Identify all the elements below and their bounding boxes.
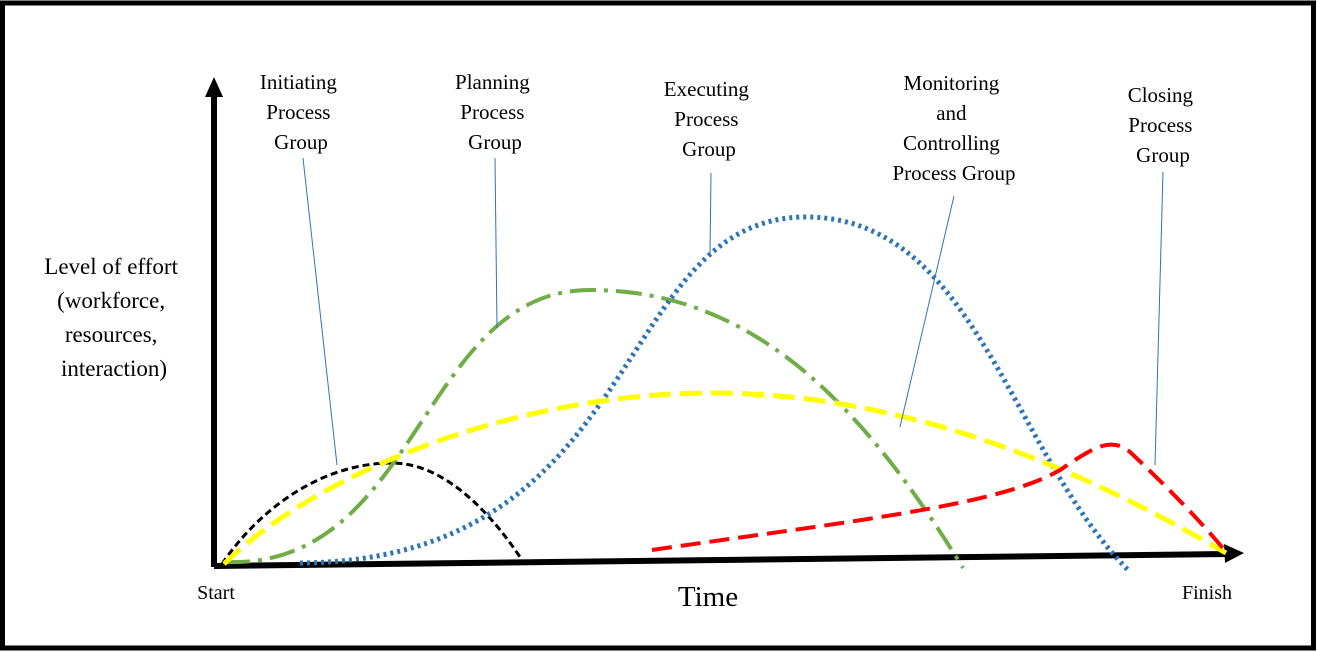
executing-curve xyxy=(299,214,1130,572)
closing-curve xyxy=(651,442,1228,554)
monitoring-leader-line xyxy=(899,195,955,428)
initiating-label: Initiating Process Group xyxy=(260,70,342,154)
closing-leader-line xyxy=(1154,171,1164,466)
closing-label: Closing Process Group xyxy=(1128,83,1199,167)
monitoring-curve xyxy=(222,390,1228,566)
y-axis-arrowhead xyxy=(205,77,223,97)
start-label: Start xyxy=(197,582,235,604)
planning-leader-line xyxy=(494,157,498,329)
finish-label: Finish xyxy=(1182,582,1232,604)
x-axis-label: Time xyxy=(678,581,738,613)
executing-leader-line xyxy=(709,172,712,257)
planning-label: Planning Process Group xyxy=(455,70,535,154)
initiating-leader-line xyxy=(302,157,338,466)
initiating-curve xyxy=(220,461,522,565)
y-axis-label: Level of effort (workforce, resources, i… xyxy=(44,254,183,381)
executing-label: Executing Process Group xyxy=(664,77,754,161)
x-axis-arrowhead xyxy=(1224,544,1244,563)
x-axis xyxy=(213,551,1229,569)
planning-curve xyxy=(223,287,965,570)
monitoring-label: Monitoring and Controlling Process Group xyxy=(892,71,1015,185)
